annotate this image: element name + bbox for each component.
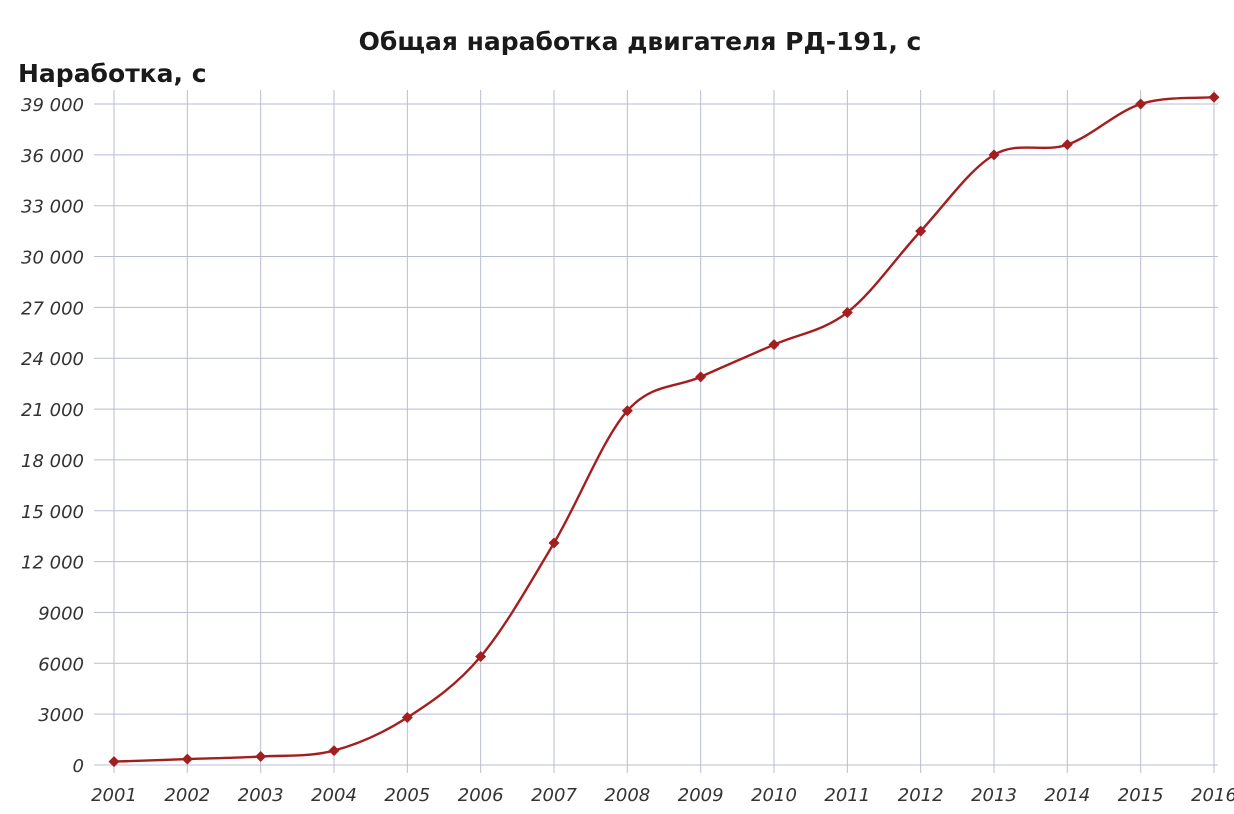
x-tick-label: 2002 [164,785,210,806]
data-point-marker [1061,139,1073,151]
x-tick-label: 2009 [678,785,724,806]
y-tick-label: 21 000 [21,400,84,421]
x-axis-ticks: 2001 2002 2003 2004 2005 2006 2007 2008 2009 2010… [91,785,1234,806]
y-tick-label: 33 000 [21,197,84,218]
x-tick-label: 2001 [91,785,137,806]
y-tick-label: 6000 [38,654,84,675]
x-tick-label: 2010 [751,785,797,806]
y-tick-label: 36 000 [21,146,84,167]
data-point-marker [255,751,267,763]
data-point-marker [1208,91,1220,103]
data-point-marker [621,405,633,417]
x-tick-label: 2016 [1191,785,1234,806]
y-tick-label: 0 [73,756,84,777]
x-tick-label: 2014 [1044,785,1090,806]
data-point-marker [328,745,340,757]
data-point-marker [988,149,1000,161]
marker-layer [108,91,1220,768]
x-tick-label: 2008 [604,785,650,806]
data-point-marker [915,225,927,237]
y-tick-label: 18 000 [21,451,84,472]
data-point-marker [1135,98,1147,110]
x-tick-label: 2015 [1118,785,1164,806]
y-tick-label: 15 000 [21,502,84,523]
grid-layer [94,90,1218,773]
y-tick-label: 30 000 [21,248,84,269]
data-point-marker [768,339,780,351]
series-line [112,96,1216,763]
chart-title: Общая наработка двигателя РД-191, с [359,27,922,56]
x-tick-label: 2004 [311,785,357,806]
data-point-marker [108,756,120,768]
y-tick-label: 3000 [38,705,84,726]
data-point-marker [181,753,193,765]
y-tick-label: 27 000 [21,298,84,319]
y-axis-label: Наработка, с [18,59,207,88]
x-tick-label: 2003 [238,785,284,806]
x-tick-label: 2013 [971,785,1017,806]
y-tick-label: 39 000 [21,95,84,116]
x-tick-label: 2005 [384,785,430,806]
data-point-marker [548,537,560,549]
x-tick-label: 2007 [531,785,577,806]
x-tick-label: 2011 [824,785,870,806]
y-tick-label: 24 000 [21,349,84,370]
data-point-marker [841,306,853,318]
data-point-marker [695,371,707,383]
y-axis-ticks: 0 3000 6000 9000 12 000 15 000 18 000 21 000 24 … [21,95,84,777]
data-point-marker [401,712,413,724]
y-tick-label: 9000 [38,603,84,624]
x-tick-label: 2012 [898,785,944,806]
series-layer [112,96,1216,763]
x-tick-label: 2006 [458,785,504,806]
data-point-marker [475,651,487,663]
y-tick-label: 12 000 [21,553,84,574]
